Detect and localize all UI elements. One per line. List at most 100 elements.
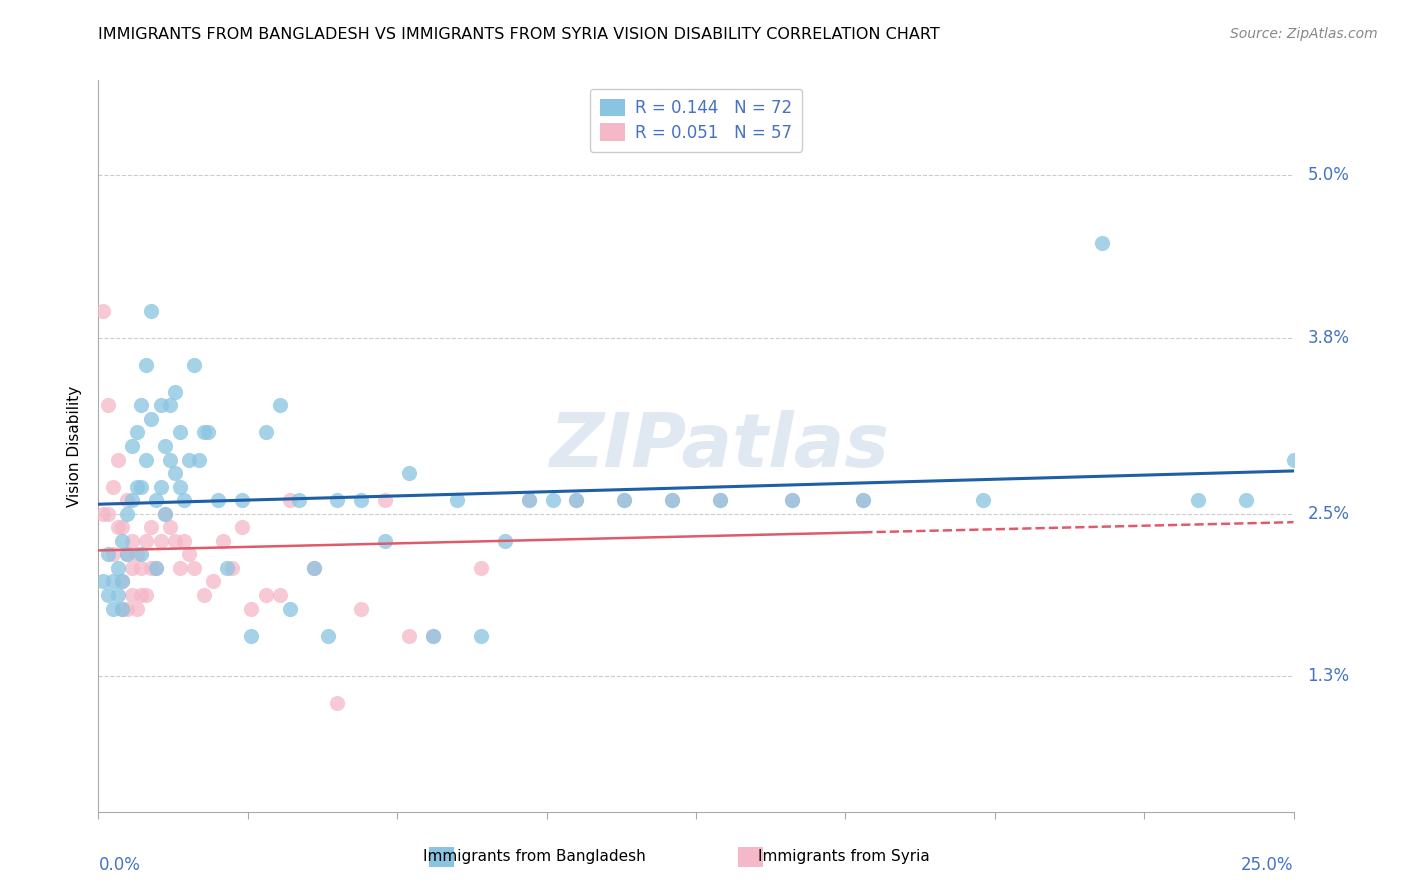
Point: [269, 398, 291, 412]
Point: [169, 425, 191, 440]
Point: [111, 601, 134, 615]
Point: [149, 533, 172, 548]
Point: [221, 561, 243, 575]
Point: [107, 452, 129, 467]
Point: [1234, 493, 1257, 508]
Text: Immigrants from Syria: Immigrants from Syria: [758, 849, 929, 863]
Point: [183, 561, 205, 575]
Point: [709, 493, 731, 508]
Point: [1091, 235, 1114, 250]
Text: Source: ZipAtlas.com: Source: ZipAtlas.com: [1230, 27, 1378, 41]
Point: [780, 493, 803, 508]
Point: [1282, 452, 1305, 467]
Point: [155, 507, 177, 521]
Point: [302, 561, 325, 575]
Point: [173, 493, 195, 508]
Point: [169, 480, 191, 494]
Point: [139, 412, 162, 426]
Point: [125, 601, 148, 615]
Point: [179, 547, 201, 561]
Point: [613, 493, 636, 508]
Point: [155, 439, 177, 453]
Point: [125, 547, 148, 561]
Point: [149, 398, 172, 412]
Point: [135, 533, 157, 548]
Point: [187, 452, 209, 467]
Text: 1.3%: 1.3%: [1308, 667, 1350, 685]
Point: [565, 493, 588, 508]
Text: ZIPatlas: ZIPatlas: [550, 409, 890, 483]
Point: [780, 493, 803, 508]
Point: [91, 303, 114, 318]
Point: [111, 601, 134, 615]
Point: [145, 561, 167, 575]
Text: 3.8%: 3.8%: [1308, 328, 1350, 347]
Point: [231, 520, 253, 534]
Point: [541, 493, 564, 508]
Y-axis label: Vision Disability: Vision Disability: [67, 385, 83, 507]
Point: [269, 588, 291, 602]
Point: [709, 493, 731, 508]
Point: [139, 520, 162, 534]
Point: [374, 533, 396, 548]
Point: [565, 493, 588, 508]
Point: [350, 493, 373, 508]
Point: [115, 601, 138, 615]
Text: Immigrants from Bangladesh: Immigrants from Bangladesh: [423, 849, 645, 863]
Point: [111, 574, 134, 589]
Point: [422, 629, 444, 643]
Point: [159, 452, 181, 467]
Point: [121, 561, 143, 575]
Text: 2.5%: 2.5%: [1308, 505, 1350, 523]
Point: [852, 493, 875, 508]
Point: [97, 588, 120, 602]
Point: [326, 697, 349, 711]
Point: [159, 520, 181, 534]
Point: [107, 520, 129, 534]
Point: [197, 425, 219, 440]
Point: [115, 547, 138, 561]
Point: [145, 493, 167, 508]
Point: [115, 547, 138, 561]
Point: [470, 629, 492, 643]
Point: [254, 588, 277, 602]
Point: [398, 629, 420, 643]
Point: [135, 358, 157, 372]
Point: [517, 493, 540, 508]
Point: [254, 425, 277, 440]
Point: [231, 493, 253, 508]
Point: [131, 480, 153, 494]
Point: [91, 507, 114, 521]
Point: [972, 493, 994, 508]
Text: 5.0%: 5.0%: [1308, 166, 1350, 184]
Point: [97, 398, 120, 412]
Point: [135, 588, 157, 602]
Point: [217, 561, 239, 575]
Point: [494, 533, 516, 548]
Point: [278, 493, 301, 508]
Point: [398, 466, 420, 480]
Point: [131, 547, 153, 561]
Text: 0.0%: 0.0%: [98, 855, 141, 873]
Point: [101, 574, 124, 589]
Point: [302, 561, 325, 575]
Point: [240, 601, 263, 615]
Point: [139, 303, 162, 318]
Point: [374, 493, 396, 508]
Point: [202, 574, 225, 589]
Point: [149, 480, 172, 494]
Point: [111, 520, 134, 534]
Point: [97, 507, 120, 521]
Point: [145, 561, 167, 575]
Point: [107, 588, 129, 602]
Point: [111, 533, 134, 548]
Point: [193, 588, 215, 602]
Point: [661, 493, 683, 508]
Point: [193, 425, 215, 440]
Point: [350, 601, 373, 615]
Point: [278, 601, 301, 615]
Point: [163, 533, 186, 548]
Point: [131, 588, 153, 602]
Point: [107, 561, 129, 575]
Point: [121, 588, 143, 602]
